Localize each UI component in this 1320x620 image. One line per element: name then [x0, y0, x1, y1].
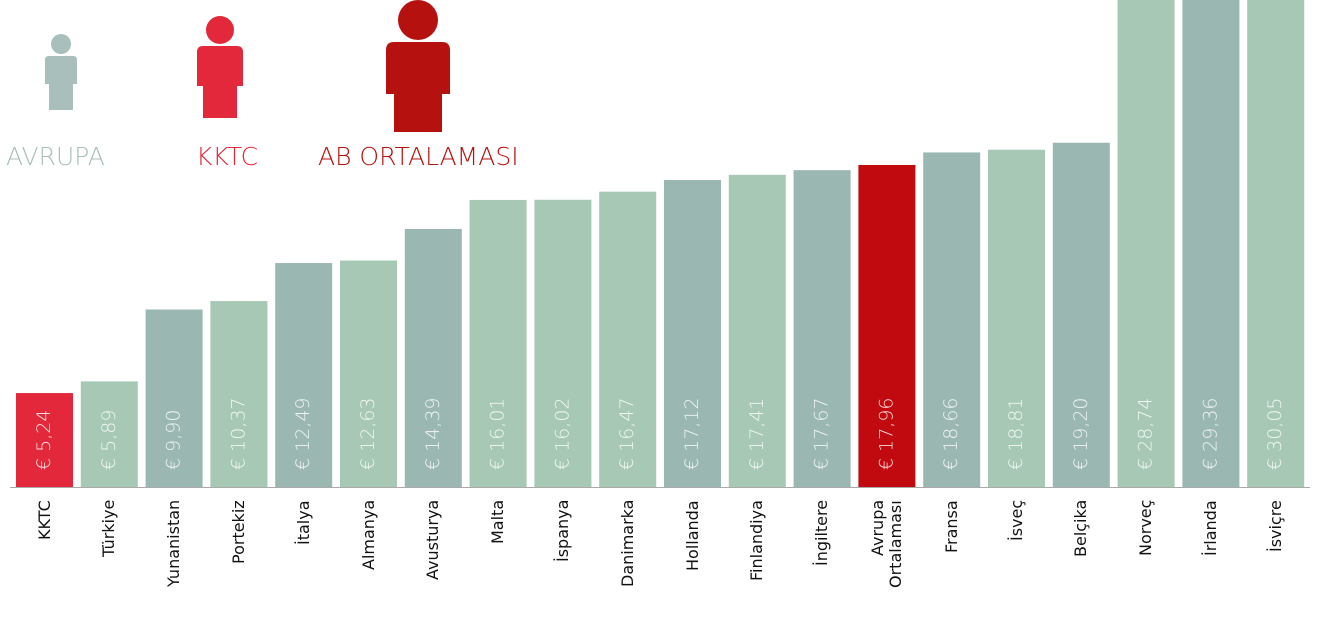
- bar: [1052, 142, 1110, 487]
- category-label: Avrupa Ortalaması: [867, 500, 905, 588]
- bar: [404, 228, 462, 487]
- value-label: € 18,81: [1005, 397, 1027, 470]
- category-label: Malta: [488, 500, 508, 545]
- value-label: € 29,36: [1199, 397, 1221, 470]
- category-label: Yunanistan: [164, 500, 184, 588]
- category-label: Norveç: [1136, 500, 1156, 557]
- value-label: € 30,05: [1264, 397, 1286, 470]
- bar: [340, 260, 397, 487]
- category-label: İsviçre: [1265, 500, 1285, 552]
- value-label: € 28,74: [1135, 397, 1157, 470]
- value-label: € 10,37: [227, 397, 249, 470]
- category-label: Danimarka: [617, 500, 637, 588]
- category-label: Türkiye: [99, 500, 119, 558]
- bar: [858, 164, 916, 487]
- bar: [728, 174, 786, 488]
- value-label: € 12,49: [292, 397, 314, 470]
- bar: [793, 170, 851, 488]
- bar: [275, 263, 333, 487]
- value-label: € 17,41: [746, 397, 768, 470]
- category-label: Belçika: [1071, 500, 1091, 558]
- bar: [664, 180, 721, 488]
- value-label: € 17,67: [811, 397, 833, 470]
- bar: [923, 152, 981, 487]
- bar: [80, 381, 138, 487]
- legend-icon: [45, 34, 77, 110]
- value-label: € 19,20: [1070, 397, 1092, 470]
- bar: [1182, 0, 1240, 488]
- legend-icon: [386, 0, 450, 132]
- category-label: İspanya: [552, 500, 572, 563]
- category-label: İrlanda: [1200, 500, 1220, 556]
- bar: [145, 309, 203, 487]
- value-label: € 17,96: [875, 397, 897, 470]
- value-label: € 16,47: [616, 397, 638, 470]
- bar: [1117, 0, 1175, 488]
- value-label: € 12,63: [357, 397, 379, 470]
- bar: [16, 393, 73, 487]
- value-label: € 16,02: [551, 397, 573, 470]
- value-label: € 5,24: [33, 410, 55, 470]
- legend-icon: [197, 16, 243, 118]
- value-label: € 17,12: [681, 397, 703, 470]
- category-label: Avusturya: [423, 500, 443, 581]
- category-label: İsveç: [1006, 500, 1026, 542]
- category-label: Hollanda: [682, 500, 702, 571]
- value-label: € 9,90: [163, 410, 185, 470]
- value-label: € 14,39: [422, 397, 444, 470]
- category-label: KKTC: [34, 500, 54, 540]
- value-label: € 18,66: [940, 397, 962, 470]
- category-label: İngiltere: [812, 500, 832, 567]
- legend-label: AB ORTALAMASI: [318, 142, 519, 171]
- bar: [469, 199, 527, 487]
- category-label: Almanya: [358, 500, 378, 571]
- category-label: Finlandiya: [747, 500, 767, 581]
- category-label: İtalya: [293, 500, 313, 545]
- bar: [599, 191, 657, 487]
- legend-label: KKTC: [196, 142, 258, 171]
- bar: [210, 301, 268, 487]
- bar: [988, 149, 1045, 487]
- category-label: Fransa: [941, 500, 961, 553]
- bar: [1247, 0, 1305, 488]
- category-label: Portekiz: [228, 500, 248, 564]
- legend-label: AVRUPA: [6, 142, 105, 171]
- value-label: € 5,89: [98, 410, 120, 470]
- value-label: € 16,01: [487, 397, 509, 470]
- bar: [534, 199, 592, 487]
